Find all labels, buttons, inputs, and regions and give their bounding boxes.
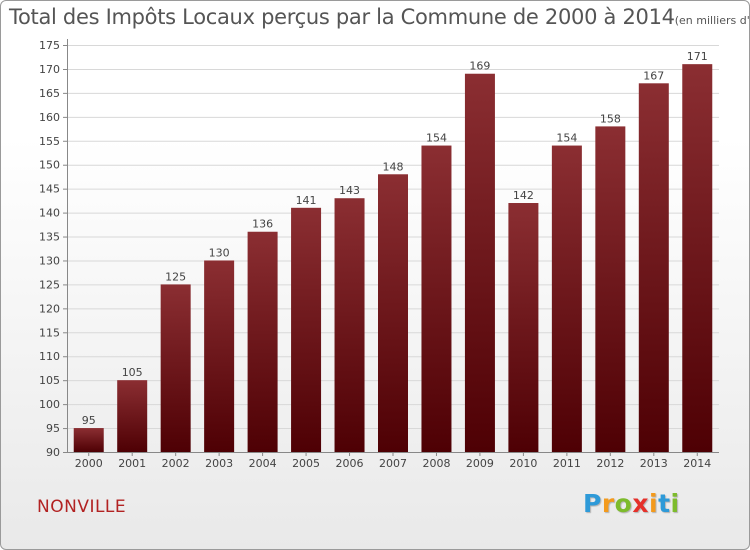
x-tick-label: 2008: [422, 457, 450, 470]
y-tick-label: 95: [46, 422, 60, 435]
x-tick-label: 2001: [118, 457, 146, 470]
data-label: 130: [209, 246, 230, 259]
bar: [682, 64, 713, 452]
chart-title: Total des Impôts Locaux perçus par la Co…: [9, 5, 675, 29]
title-row: Total des Impôts Locaux perçus par la Co…: [9, 5, 750, 29]
bar: [334, 198, 365, 452]
x-tick-label: 2014: [683, 457, 711, 470]
x-tick-label: 2000: [75, 457, 103, 470]
y-tick-label: 165: [39, 87, 60, 100]
data-label: 169: [469, 60, 490, 73]
data-labels: 95 105 125 130 136 141 143 148 154 169 142 154 158 16…: [82, 50, 708, 427]
bar: [204, 260, 235, 452]
y-tick-label: 105: [39, 374, 60, 387]
data-label: 143: [339, 184, 360, 197]
bar: [638, 83, 669, 453]
y-tick-labels: 90 95 100 105 110 115 120 125 130 135 140 145 150 155…: [39, 39, 60, 459]
bar: [508, 203, 539, 452]
data-label: 142: [513, 189, 534, 202]
bar: [551, 145, 582, 452]
data-label: 105: [122, 366, 143, 379]
logo-letter: t: [658, 489, 671, 518]
bar: [421, 145, 452, 452]
data-label: 136: [252, 218, 273, 231]
data-label: 167: [643, 69, 664, 82]
commune-name: NONVILLE: [37, 497, 127, 517]
y-tick-label: 115: [39, 326, 60, 339]
y-tick-label: 100: [39, 398, 60, 411]
y-tick-label: 145: [39, 183, 60, 196]
logo-letter: r: [601, 489, 615, 518]
logo-letter: i: [649, 489, 659, 518]
y-tick-label: 130: [39, 254, 60, 267]
y-tick-label: 120: [39, 302, 60, 315]
logo-letter: o: [614, 489, 633, 518]
y-tick-label: 140: [39, 207, 60, 220]
data-label: 154: [426, 132, 447, 145]
bar: [117, 380, 148, 452]
y-tick-label: 155: [39, 135, 60, 148]
bar: [464, 73, 495, 453]
y-tick-label: 90: [46, 446, 60, 459]
data-label: 158: [600, 112, 621, 125]
y-tick-label: 175: [39, 39, 60, 52]
x-tick-label: 2012: [596, 457, 624, 470]
y-tick-label: 150: [39, 159, 60, 172]
y-tick-label: 170: [39, 63, 60, 76]
x-tick-label: 2004: [249, 457, 277, 470]
axes: [63, 39, 719, 456]
y-tick-label: 135: [39, 231, 60, 244]
y-tick-label: 160: [39, 111, 60, 124]
x-tick-label: 2011: [553, 457, 581, 470]
bar: [73, 428, 104, 452]
y-tick-label: 110: [39, 350, 60, 363]
x-tick-label: 2006: [336, 457, 364, 470]
logo-letter: i: [670, 489, 680, 518]
logo-letter: P: [583, 489, 602, 518]
proxiti-logo[interactable]: Proxiti: [583, 489, 680, 518]
chart-unit-subtitle: (en milliers d'€): [674, 14, 750, 27]
bars: [73, 64, 713, 453]
x-tick-labels: 2000 2001 2002 2003 2004 2005 2006 2007 2008 2009…: [75, 457, 712, 470]
x-tick-label: 2010: [509, 457, 537, 470]
bar: [247, 231, 278, 452]
y-tick-label: 125: [39, 278, 60, 291]
data-label: 125: [165, 270, 186, 283]
x-tick-label: 2002: [162, 457, 190, 470]
x-tick-label: 2003: [205, 457, 233, 470]
data-label: 171: [687, 50, 708, 63]
bar: [595, 126, 626, 453]
x-tick-label: 2009: [466, 457, 494, 470]
x-tick-label: 2007: [379, 457, 407, 470]
logo-letter: x: [632, 489, 649, 518]
x-tick-label: 2013: [640, 457, 668, 470]
bar: [160, 284, 191, 452]
data-label: 148: [383, 160, 404, 173]
data-label: 141: [296, 194, 317, 207]
data-label: 154: [556, 132, 577, 145]
bar: [291, 207, 322, 452]
bar: [378, 174, 408, 452]
x-tick-label: 2005: [292, 457, 320, 470]
data-label: 95: [82, 414, 96, 427]
